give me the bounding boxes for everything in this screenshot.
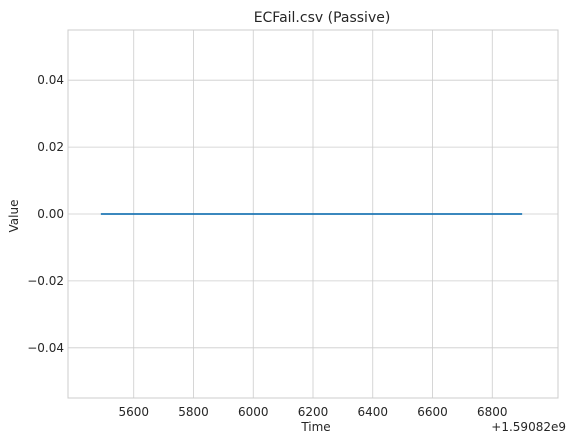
x-tick-label: 5800 bbox=[178, 405, 209, 419]
x-axis-label: Time bbox=[300, 420, 330, 434]
y-tick-label: 0.04 bbox=[37, 73, 64, 87]
x-tick-label: 6800 bbox=[477, 405, 508, 419]
y-tick-label: −0.04 bbox=[27, 341, 64, 355]
x-tick-label: 6000 bbox=[238, 405, 269, 419]
y-tick-label: 0.02 bbox=[37, 140, 64, 154]
x-axis-offset-label: +1.59082e9 bbox=[491, 420, 566, 434]
x-tick-label: 6200 bbox=[298, 405, 329, 419]
plot-area-frame bbox=[67, 29, 559, 399]
y-tick-labels: 0.04 0.02 0.00 −0.02 −0.04 bbox=[27, 73, 64, 355]
chart-title: ECFail.csv (Passive) bbox=[254, 10, 391, 26]
x-tick-labels: 5600 5800 6000 6200 6400 6600 6800 bbox=[118, 405, 507, 419]
y-tick-label: −0.02 bbox=[27, 274, 64, 288]
y-axis-label: Value bbox=[7, 200, 21, 233]
y-tick-label: 0.00 bbox=[37, 207, 64, 221]
x-tick-label: 5600 bbox=[118, 405, 149, 419]
x-tick-label: 6400 bbox=[357, 405, 388, 419]
x-tick-label: 6600 bbox=[417, 405, 448, 419]
